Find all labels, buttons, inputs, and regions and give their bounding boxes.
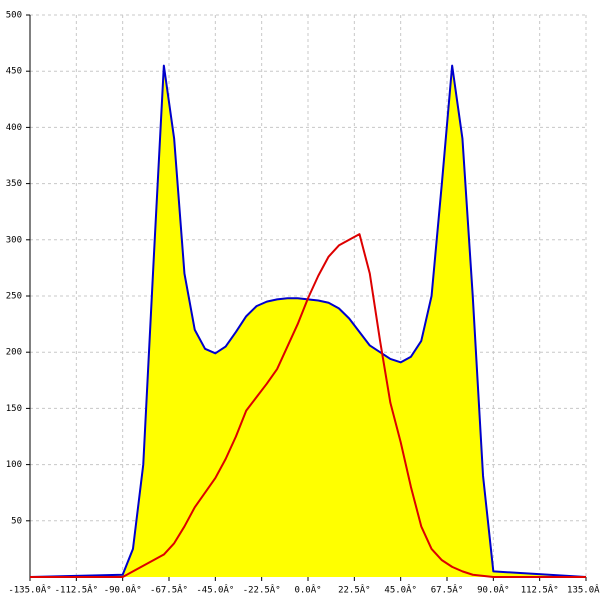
- y-tick-label: 50: [11, 516, 22, 526]
- x-tick-label: 45.0Â°: [384, 584, 417, 596]
- y-tick-label: 300: [6, 235, 22, 245]
- y-tick-label: 500: [6, 11, 22, 21]
- x-tick-label: -22.5Â°: [243, 584, 281, 596]
- y-tick-label: 150: [6, 404, 22, 414]
- x-tick-label: 22.5Â°: [338, 584, 371, 596]
- area: [30, 65, 586, 577]
- y-tick-label: 350: [6, 179, 22, 189]
- x-tick-label: 0.0Â°: [294, 584, 321, 596]
- x-tick-label: -112.5Â°: [55, 584, 98, 596]
- x-tick-label: -90.0Â°: [104, 584, 142, 596]
- line: [30, 233, 586, 578]
- y-tick-label: 400: [6, 123, 22, 133]
- y-tick-label: 250: [6, 292, 22, 302]
- x-tick-label: -135.0Â°: [8, 584, 51, 596]
- x-tick-label: 112.5Â°: [521, 584, 559, 596]
- y-tick-label: 200: [6, 348, 22, 358]
- x-tick-label: 90.0Â°: [477, 584, 510, 596]
- x-tick-label: 135.0Â°: [567, 584, 600, 596]
- y-tick-label: 100: [6, 460, 22, 470]
- x-tick-label: -45.0Â°: [196, 584, 234, 596]
- x-tick-label: -67.5Â°: [150, 584, 188, 596]
- x-tick-label: 67.5Â°: [431, 584, 464, 596]
- y-tick-label: 450: [6, 67, 22, 77]
